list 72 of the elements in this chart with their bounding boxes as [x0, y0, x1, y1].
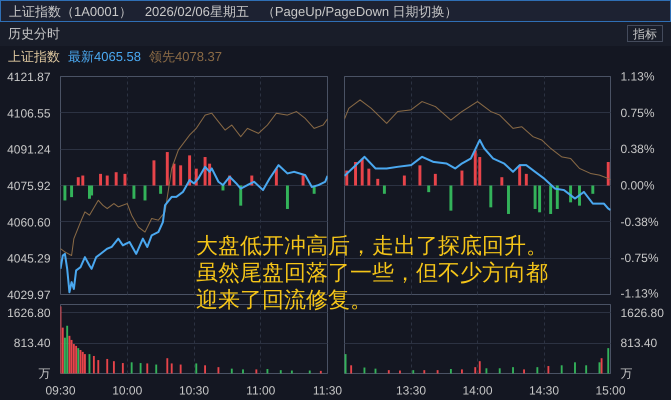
bar	[507, 186, 510, 214]
bar	[286, 186, 289, 209]
text: 0.38%	[620, 142, 655, 156]
bar	[99, 174, 102, 186]
text: -0.75%	[620, 250, 659, 265]
y-tick-label: 4091.24	[7, 142, 51, 157]
x-tick-label: 10:30	[178, 384, 210, 398]
y-tick-label: 4106.55	[7, 106, 51, 120]
x-tick-label: 11:30	[312, 384, 342, 398]
bar	[124, 174, 126, 186]
bar	[549, 186, 552, 214]
bar	[500, 177, 504, 186]
y-tick-label: 4029.97	[7, 288, 51, 302]
x-tick-label: 11:00	[246, 384, 276, 398]
y-tick-label: 4121.87	[7, 70, 51, 84]
y-tick-label: 万	[38, 366, 50, 380]
text: 0.00%	[620, 178, 655, 192]
bar	[591, 186, 594, 194]
x-tick-label: 15:00	[595, 384, 626, 398]
chart-subtitle: 历史分时	[8, 26, 60, 41]
x-tick-label: 09:30	[45, 384, 76, 398]
text: 0.75%	[620, 106, 655, 120]
bar	[132, 186, 136, 199]
text: -0.38%	[620, 215, 659, 230]
bar	[114, 172, 118, 186]
bar	[144, 186, 146, 200]
x-tick-label: 10:00	[112, 384, 143, 398]
line-series	[60, 111, 328, 256]
x-tick-label: 14:30	[528, 384, 560, 398]
bar	[434, 174, 437, 186]
y-tick-label: 4045.29	[7, 252, 51, 266]
bar	[172, 164, 176, 186]
bar	[427, 186, 430, 192]
text: 1.13%	[620, 70, 655, 84]
bar	[382, 186, 386, 194]
bar	[179, 165, 182, 186]
chart-title: 上证指数（1A0001） 2026/02/06星期五 （PageUp/PageDown 日期切换）	[0, 0, 671, 22]
y2-tick-label: 万	[620, 366, 632, 380]
x-tick-label: 14:00	[462, 384, 493, 398]
bar	[524, 174, 528, 186]
bar	[70, 186, 74, 198]
bar	[460, 170, 464, 186]
bar	[449, 186, 452, 211]
bar	[152, 160, 156, 186]
bar	[418, 165, 422, 186]
bar	[63, 186, 66, 200]
text: -1.13%	[620, 286, 659, 300]
y2-tick-label: 813.40	[620, 336, 658, 350]
y-tick-label: 4075.92	[7, 179, 51, 193]
y-tick-label: 813.40	[14, 336, 51, 350]
text: 领先4078.37	[149, 49, 222, 64]
x-tick-label: 13:30	[396, 384, 426, 398]
bar	[90, 186, 94, 196]
bar	[367, 168, 370, 186]
bar	[222, 186, 224, 190]
bar	[360, 158, 364, 186]
bar	[159, 186, 162, 194]
bar	[402, 176, 406, 186]
y2-tick-label: 1626.80	[620, 306, 664, 320]
bar	[489, 186, 492, 208]
bar	[274, 168, 278, 186]
y-tick-label: 1626.80	[7, 306, 51, 320]
bar	[534, 186, 537, 209]
text: 上证指数	[8, 49, 60, 64]
annotation: 大盘低开冲高后，走出了探底回升。虽然尾盘回落了一些，但不少方向都迎来了回流修复。	[196, 232, 549, 313]
text: 最新4065.58	[68, 49, 141, 64]
bar	[81, 176, 84, 186]
bar	[302, 176, 305, 186]
bar	[166, 152, 169, 186]
text: 指标	[627, 25, 663, 42]
bar	[518, 165, 522, 186]
y-tick-label: 4060.60	[7, 215, 51, 230]
